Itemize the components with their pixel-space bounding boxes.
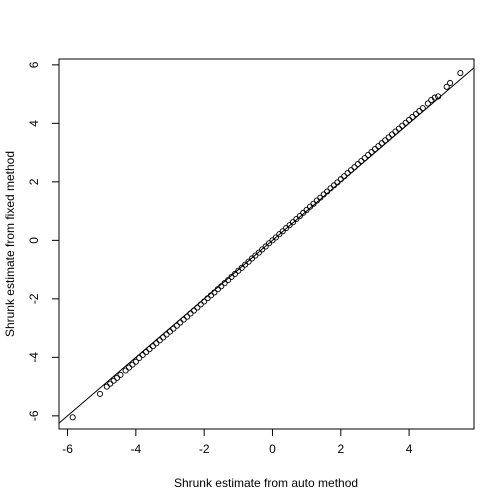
x-tick-label: -4 — [131, 442, 142, 456]
y-axis: -6 -4 -2 0 2 4 6 — [27, 61, 60, 421]
data-point — [296, 213, 303, 220]
data-point — [341, 173, 348, 180]
data-point — [361, 155, 368, 162]
data-point — [289, 219, 297, 226]
y-tick-label: -6 — [27, 410, 41, 421]
data-point — [255, 249, 262, 256]
x-tick-label: 0 — [269, 442, 276, 456]
y-tick-label: 2 — [27, 178, 41, 185]
data-point — [211, 289, 218, 296]
data-point — [225, 277, 232, 284]
data-point — [245, 258, 252, 265]
data-point — [69, 414, 76, 421]
x-tick-label: -2 — [199, 442, 210, 456]
data-point — [96, 390, 104, 397]
x-axis: -6 -4 -2 0 2 4 — [62, 428, 413, 456]
data-point — [173, 322, 180, 329]
data-point — [317, 194, 324, 201]
y-axis-label: Shrunk estimate from fixed method — [3, 151, 17, 337]
data-point — [334, 179, 341, 186]
data-point — [117, 371, 124, 378]
data-point — [238, 264, 245, 271]
data-point — [447, 79, 454, 87]
y-tick-label: 6 — [27, 61, 41, 68]
y-tick-label: 4 — [27, 120, 41, 127]
data-point — [310, 200, 317, 207]
data-point — [272, 234, 279, 241]
data-point — [194, 304, 201, 311]
x-axis-label: Shrunk estimate from auto method — [174, 476, 358, 490]
data-point — [457, 69, 464, 77]
data-point — [431, 94, 438, 101]
y-tick-label: 0 — [27, 237, 41, 244]
data-point — [184, 313, 191, 320]
data-point — [201, 298, 208, 305]
data-point — [132, 358, 139, 365]
data-point — [231, 270, 238, 278]
x-tick-label: 4 — [406, 442, 413, 456]
data-point — [435, 93, 442, 100]
data-points-layer — [69, 69, 464, 421]
y-tick-label: -4 — [27, 352, 41, 363]
data-point — [279, 228, 286, 235]
data-point — [351, 164, 358, 171]
data-point — [443, 83, 450, 90]
data-point — [218, 283, 225, 290]
data-point — [303, 206, 310, 213]
data-point — [419, 105, 426, 112]
data-point — [262, 243, 269, 250]
x-tick-label: -6 — [62, 442, 73, 456]
y-tick-label: -2 — [27, 293, 41, 304]
data-point — [424, 100, 431, 107]
x-tick-label: 2 — [337, 442, 344, 456]
data-point — [324, 188, 331, 195]
